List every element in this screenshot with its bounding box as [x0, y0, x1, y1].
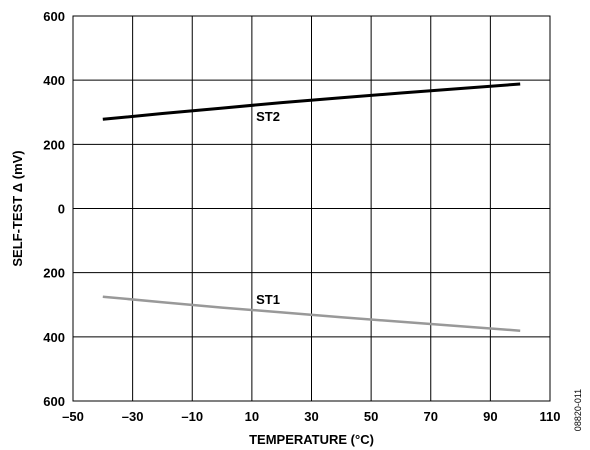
series-label-st1: ST1 — [256, 292, 280, 307]
figure-id: 08820-011 — [573, 389, 583, 431]
x-tick-label: 90 — [483, 409, 497, 424]
grid — [73, 16, 550, 401]
series-label-st2: ST2 — [256, 109, 280, 124]
x-tick-label: –50 — [62, 409, 84, 424]
x-tick-label: 110 — [540, 409, 561, 424]
y-tick-label: 600 — [43, 9, 65, 24]
y-tick-label: 200 — [43, 266, 65, 281]
x-tick-labels: –50 –30 –10 10 30 50 70 90 110 — [62, 409, 560, 424]
y-tick-label: 400 — [43, 73, 65, 88]
series-lines — [102, 82, 521, 332]
y-tick-label: 600 — [43, 394, 65, 409]
y-tick-labels: 600 400 200 0 200 400 600 — [43, 9, 65, 409]
x-tick-label: –30 — [122, 409, 144, 424]
y-tick-label: 0 — [58, 202, 65, 217]
plot-frame — [72, 15, 551, 402]
series-labels: ST2 ST1 — [256, 109, 280, 307]
y-axis-title: SELF-TEST Δ (mV) — [10, 150, 25, 266]
x-tick-label: 70 — [424, 409, 438, 424]
series-line-st2 — [102, 82, 521, 121]
x-axis-title: TEMPERATURE (°C) — [249, 432, 374, 447]
y-tick-label: 400 — [43, 330, 65, 345]
series-line-st1 — [102, 295, 521, 332]
y-tick-label: 200 — [43, 137, 65, 152]
x-tick-label: 30 — [304, 409, 318, 424]
x-tick-label: 50 — [364, 409, 378, 424]
x-tick-label: –10 — [181, 409, 203, 424]
x-tick-label: 10 — [245, 409, 259, 424]
